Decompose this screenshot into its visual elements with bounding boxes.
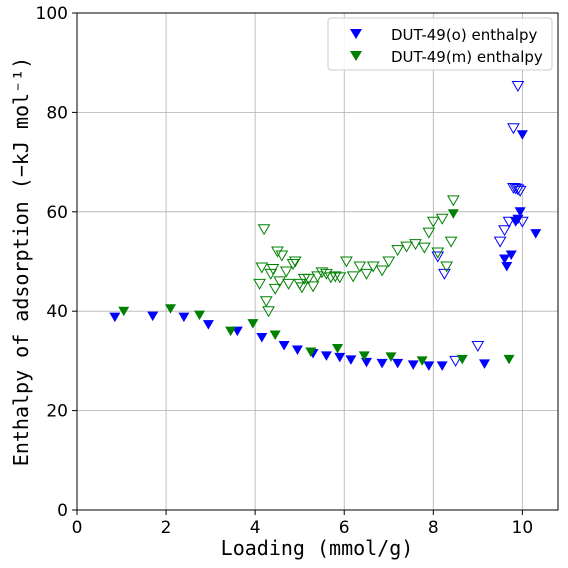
x-tick-label: 4 — [250, 518, 261, 538]
y-tick-label: 80 — [46, 103, 68, 123]
x-tick-label: 8 — [428, 518, 439, 538]
x-axis-label: Loading (mmol/g) — [221, 536, 414, 560]
x-tick-label: 6 — [339, 518, 350, 538]
y-axis-label: Enthalpy of adsorption (−kJ mol⁻¹) — [9, 57, 33, 466]
y-tick-label: 0 — [57, 501, 68, 521]
x-tick-label: 10 — [512, 518, 534, 538]
legend-label-dut49m: DUT-49(m) enthalpy — [391, 48, 543, 66]
x-tick-label: 2 — [161, 518, 172, 538]
x-tick-label: 0 — [72, 518, 83, 538]
y-tick-label: 100 — [36, 4, 68, 24]
legend-label-dut49o: DUT-49(o) enthalpy — [391, 26, 537, 44]
y-tick-label: 40 — [46, 302, 68, 322]
y-tick-label: 60 — [46, 203, 68, 223]
legend: DUT-49(o) enthalpy DUT-49(m) enthalpy — [328, 18, 552, 70]
y-tick-label: 20 — [46, 402, 68, 422]
